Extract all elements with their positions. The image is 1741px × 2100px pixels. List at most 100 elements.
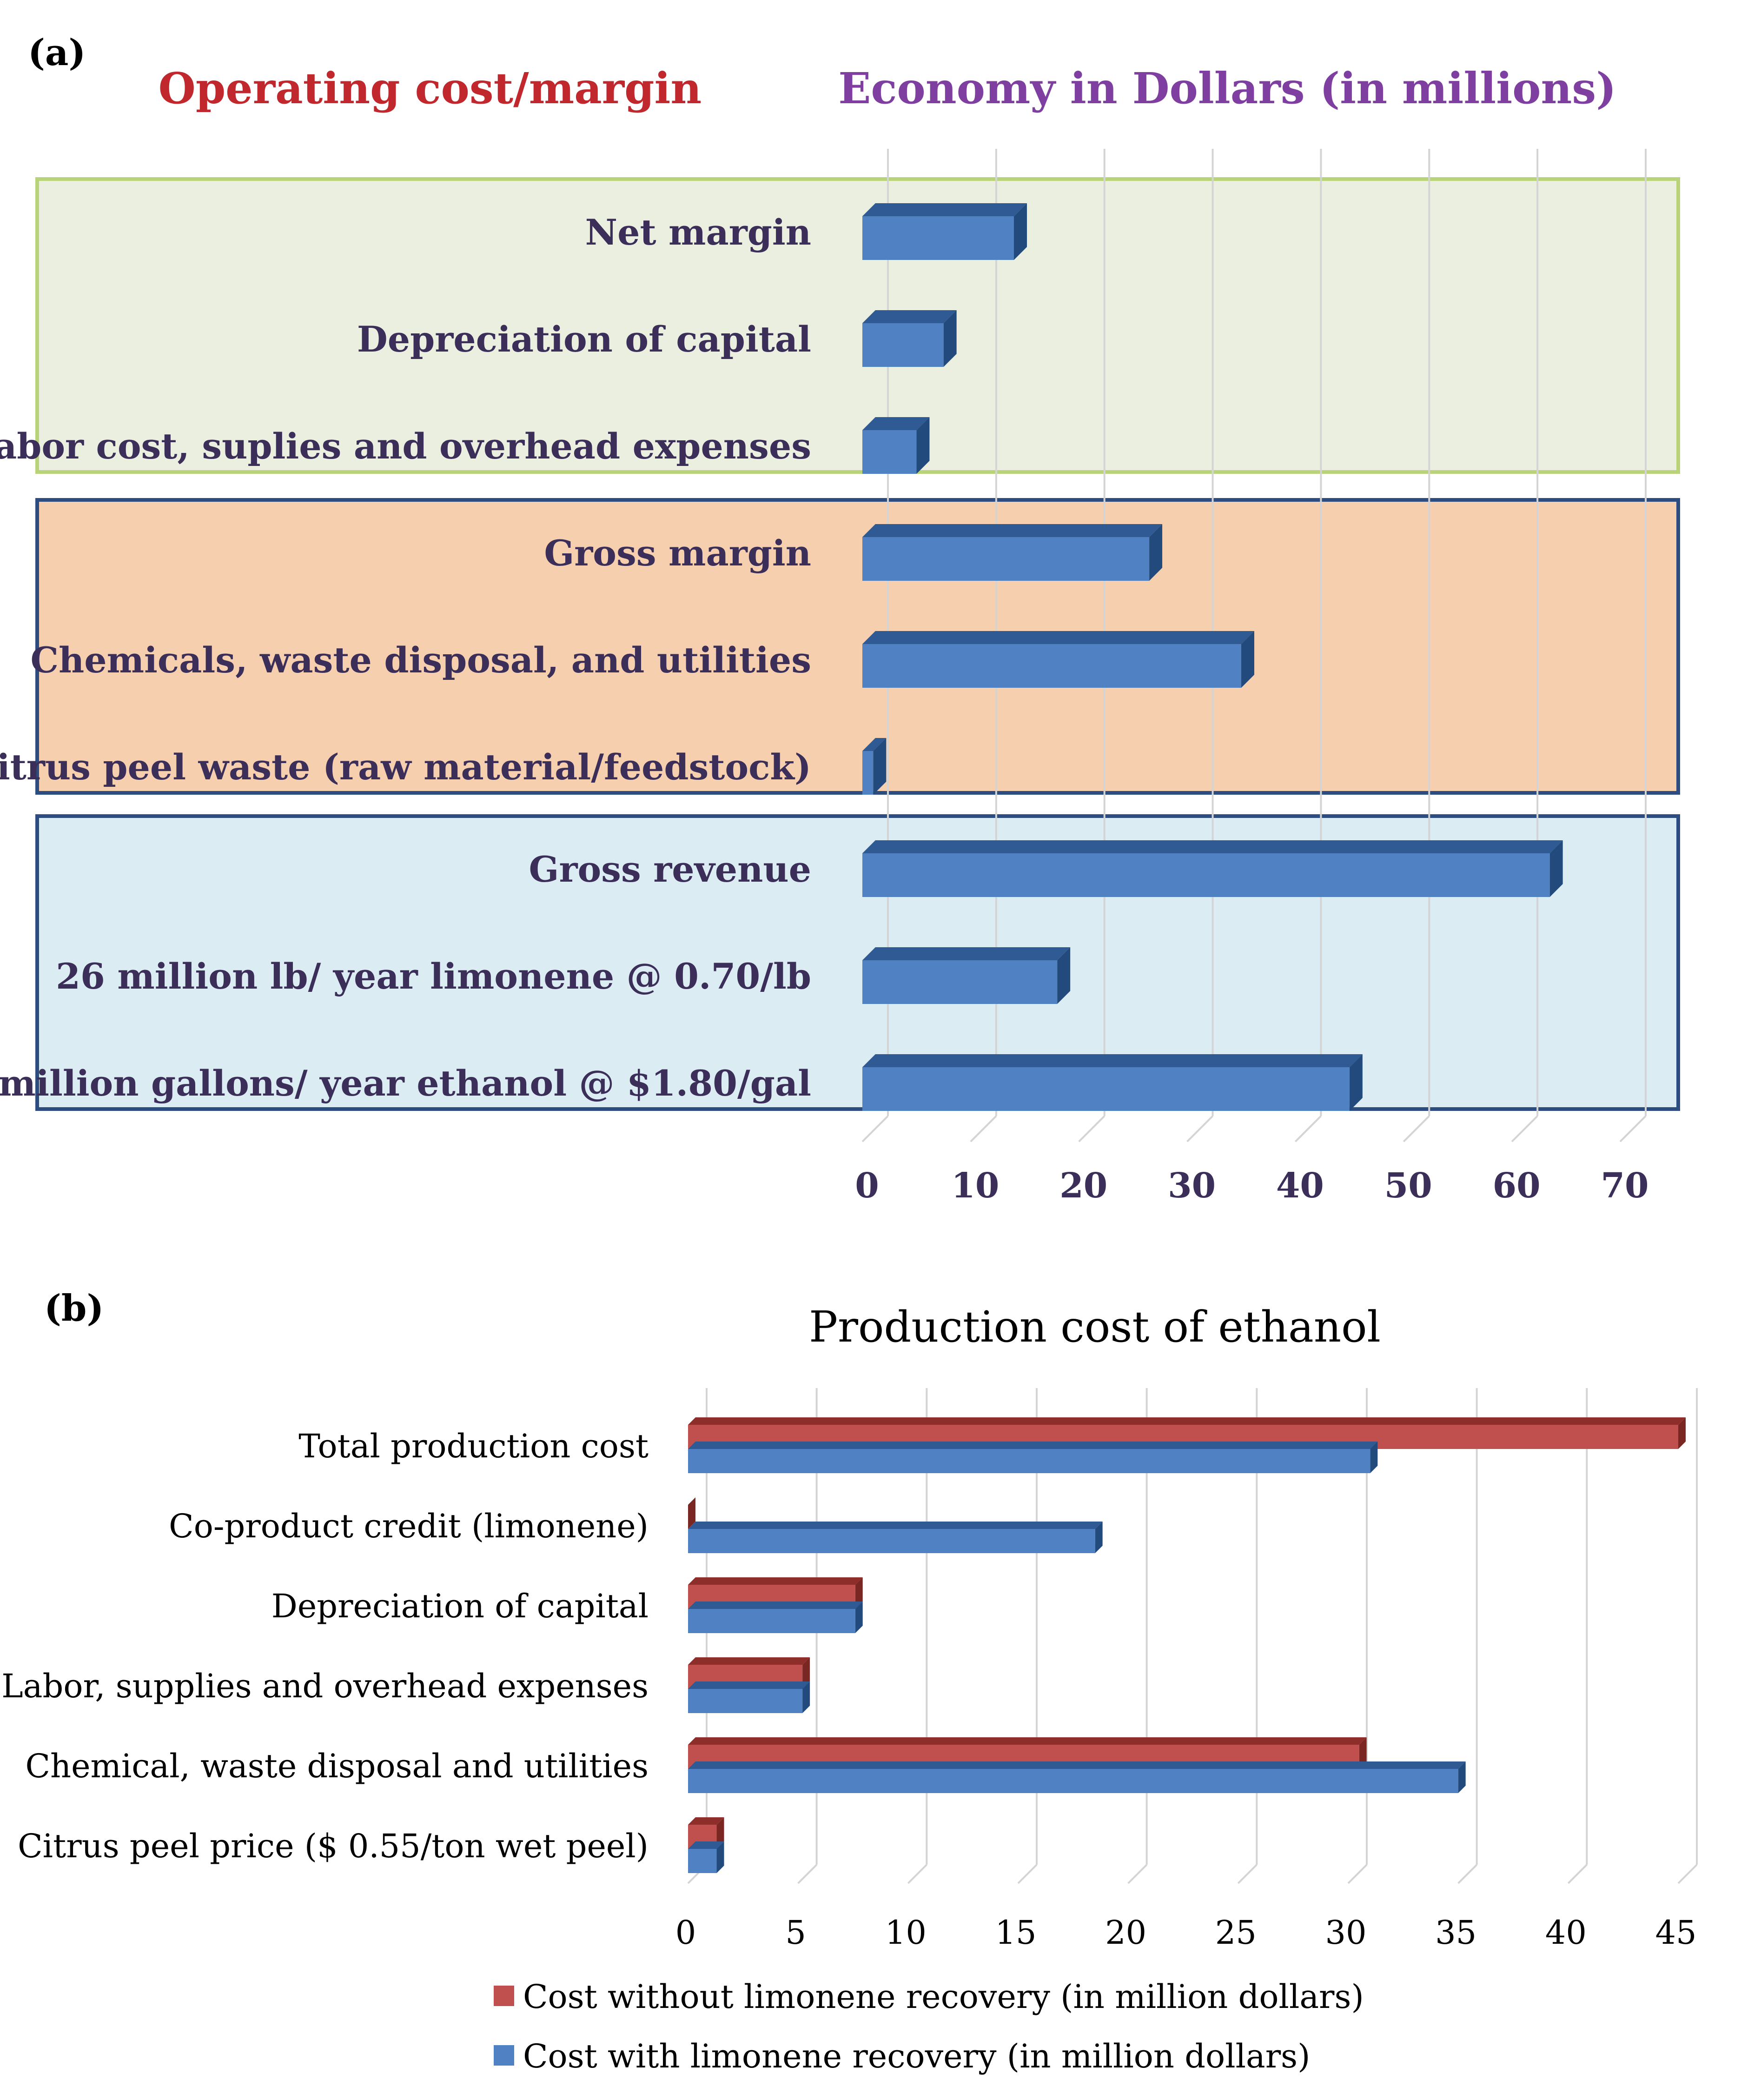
category-label-26-million-lb-year-limonene-0-70-lb: 26 million lb/ year limonene @ 0.70/lb [56,956,811,997]
bar-citrus-peel-waste-raw-material-feedstock [862,738,887,795]
bar-citrus-peel-waste-raw-material-feedstock-side [873,738,887,795]
bar-25-million-gallons-year-ethanol-1-80-gal-top [862,1054,1363,1067]
panel-a-floor-line [1403,1115,1430,1143]
panel-b-legend: Cost without limonene recovery (in milli… [494,1978,1364,2075]
bar-gross-margin-top [862,524,1163,537]
legend-label-with: Cost with limonene recovery (in million … [523,2037,1310,2075]
panel-b-label: (b) [44,1287,104,1329]
panel-b-floor-line [1567,1864,1588,1884]
bar-depreciation-of-capital-top [862,310,957,323]
panel-a-x-tick-label: 40 [1276,1166,1324,1206]
panel-a-floor-line [1295,1115,1322,1143]
bar-with-citrus-peel-price-0-55-ton-wet-peel-top [688,1841,724,1849]
panel-b-x-tick-label: 0 [675,1914,696,1952]
bar-citrus-peel-waste-raw-material-feedstock-front [862,751,874,795]
panel-b-x-tick-labels: 0 5 10 15 20 25 30 35 40 45 [675,1914,1697,1952]
panel-b-x-tick-label: 35 [1435,1914,1476,1952]
bar-gross-margin-front [862,537,1150,581]
bar-citrus-peel-waste-raw-material-feedstock-top [862,738,887,751]
legend-swatch-with [494,2045,514,2066]
bar-25-million-gallons-year-ethanol-1-80-gal [862,1054,1363,1111]
panel-a: (a) Operating cost/margin Economy in Dol… [0,32,1680,1206]
bar-gross-margin-side [1149,524,1163,581]
bar-without-citrus-peel-price-0-55-ton-wet-peel-top [688,1817,724,1825]
panel-b-x-tick-label: 45 [1655,1914,1696,1952]
bar-gross-revenue-side [1549,840,1563,897]
bar-without-citrus-peel-price-0-55-ton-wet-peel-side [716,1817,724,1849]
panel-b-floor-line [797,1864,818,1884]
operating-cost-header: Operating cost/margin [159,63,702,113]
panel-a-floor-line [861,1115,889,1143]
bar-with-depreciation-of-capital-top [688,1602,863,1609]
bar-26-million-lb-year-limonene-0-70-lb-top [862,947,1071,960]
bar-with-co-product-credit-limonene-top [688,1522,1103,1529]
bar-with-labor-supplies-and-overhead-expenses-side [802,1681,810,1713]
bar-with-total-production-cost [688,1442,1378,1473]
panel-b-floor-line [1677,1864,1698,1884]
bar-without-depreciation-of-capital-side [855,1577,863,1609]
bar-chemicals-waste-disposal-and-utilities-top [862,631,1254,644]
bar-25-million-gallons-year-ethanol-1-80-gal-front [862,1067,1350,1111]
bar-with-depreciation-of-capital-front [688,1609,855,1633]
bar-without-co-product-credit-limonene-side [688,1497,695,1529]
panel-b-x-tick-label: 15 [995,1914,1036,1952]
bar-without-total-production-cost-top [688,1417,1686,1425]
bar-with-citrus-peel-price-0-55-ton-wet-peel-front [688,1849,717,1873]
panel-b-x-tick-label: 25 [1215,1914,1257,1952]
bar-net-margin-side [1014,203,1027,260]
bar-with-citrus-peel-price-0-55-ton-wet-peel-side [716,1841,724,1873]
bar-without-co-product-credit-limonene [688,1497,695,1529]
bar-with-chemical-waste-disposal-and-utilities-front [688,1769,1458,1793]
bar-with-total-production-cost-front [688,1449,1370,1473]
panel-a-x-tick-label: 70 [1601,1166,1649,1206]
bar-without-total-production-cost-side [1678,1417,1686,1449]
bar-with-co-product-credit-limonene-front [688,1529,1095,1553]
panel-a-floor-line [1511,1115,1538,1143]
economy-header: Economy in Dollars (in millions) [838,63,1616,113]
panel-b-floor-line [907,1864,927,1884]
bar-without-depreciation-of-capital-top [688,1577,863,1585]
bar-26-million-lb-year-limonene-0-70-lb-side [1057,947,1071,1004]
bar-gross-revenue-front [862,853,1550,897]
panel-b-title: Production cost of ethanol [809,1302,1381,1352]
bar-26-million-lb-year-limonene-0-70-lb-front [862,960,1058,1004]
panel-b-floor-line [1127,1864,1148,1884]
panel-a-floor-line [1078,1115,1106,1143]
bar-with-citrus-peel-price-0-55-ton-wet-peel [688,1841,724,1873]
panel-a-x-tick-label: 20 [1059,1166,1107,1206]
panel-b-floor-line [1237,1864,1258,1884]
panel-a-label: (a) [28,32,86,74]
category-label-citrus-peel-waste-raw-material-feedstock: Citrus peel waste (raw material/feedstoc… [0,746,811,788]
panel-b-x-tick-label: 20 [1105,1914,1146,1952]
panel-b: (b) Production cost of ethanol Total pro… [1,1287,1698,2075]
panel-b-bars [688,1417,1686,1873]
bar-with-labor-supplies-and-overhead-expenses-top [688,1681,810,1689]
bar-with-co-product-credit-limonene [688,1522,1103,1553]
bar-without-chemical-waste-disposal-and-utilities-top [688,1737,1367,1745]
category-label-citrus-peel-price-0-55-ton-wet-peel: Citrus peel price ($ 0.55/ton wet peel) [18,1827,649,1865]
bar-labor-cost-suplies-and-overhead-expenses-side [916,417,930,474]
category-label-total-production-cost: Total production cost [298,1427,649,1465]
category-label-net-margin: Net margin [585,212,811,253]
category-label-depreciation-of-capital: Depreciation of capital [271,1587,649,1625]
panel-b-x-tick-label: 10 [885,1914,927,1952]
bar-with-chemical-waste-disposal-and-utilities [688,1761,1466,1793]
bar-chemicals-waste-disposal-and-utilities-front [862,644,1241,688]
bar-net-margin-top [862,203,1027,216]
bar-gross-revenue-top [862,840,1563,853]
bar-depreciation-of-capital-front [862,323,944,367]
bar-chemicals-waste-disposal-and-utilities [862,631,1254,688]
bar-25-million-gallons-year-ethanol-1-80-gal-side [1349,1054,1363,1111]
category-label-depreciation-of-capital: Depreciation of capital [357,319,811,360]
bar-with-total-production-cost-top [688,1442,1378,1449]
bar-with-labor-supplies-and-overhead-expenses-front [688,1689,803,1713]
panel-a-floor-line [1186,1115,1213,1143]
panel-a-x-tick-labels: 0 10 20 30 40 50 60 70 [855,1166,1648,1206]
bar-with-chemical-waste-disposal-and-utilities-side [1458,1761,1466,1793]
bar-depreciation-of-capital [862,310,957,367]
category-label-labor-cost-suplies-and-overhead-expenses: Labor cost, suplies and overhead expense… [0,425,811,467]
panel-b-floor-line [1347,1864,1368,1884]
panel-a-x-tick-label: 10 [951,1166,999,1206]
panel-b-x-tick-label: 30 [1325,1914,1366,1952]
